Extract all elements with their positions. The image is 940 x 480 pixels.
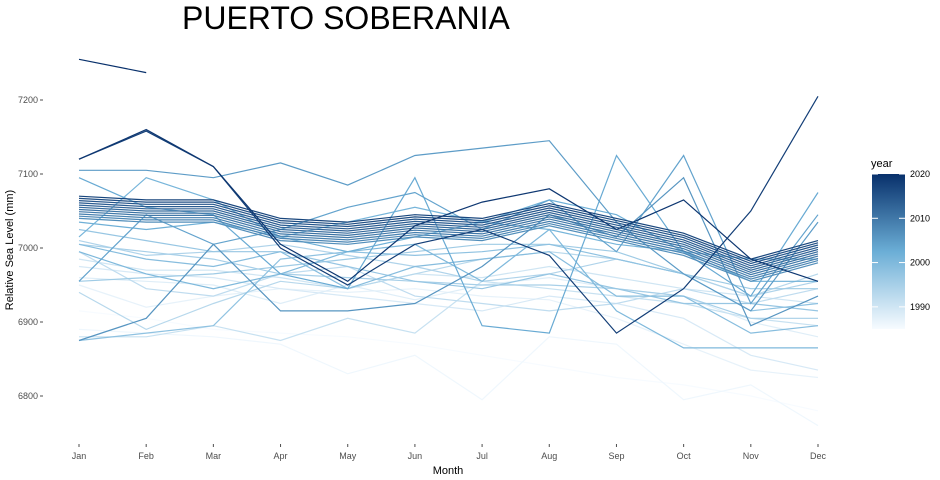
series-line-1995 bbox=[78, 243, 818, 319]
series-line-1985 bbox=[78, 310, 819, 412]
x-tick-label: Jul bbox=[476, 451, 488, 461]
series-line-2005 bbox=[79, 140, 819, 312]
series-line-2010 bbox=[78, 211, 819, 276]
y-tick-label: 6800 bbox=[18, 391, 38, 401]
series-line-2015 bbox=[78, 200, 819, 265]
x-tick-label: Aug bbox=[541, 451, 557, 461]
series-line-2016 bbox=[78, 197, 819, 262]
y-axis: 6800 6900 7000 7100 7200 bbox=[18, 95, 43, 401]
series-line-2009 bbox=[78, 213, 819, 278]
series-line-1994 bbox=[78, 240, 819, 297]
series-line-1991 bbox=[79, 280, 819, 342]
x-tick-label: Dec bbox=[810, 451, 827, 461]
legend-tick-label: 2000 bbox=[910, 258, 930, 268]
y-tick-label: 7000 bbox=[18, 243, 38, 253]
series-line-2000 bbox=[78, 228, 818, 349]
x-tick-label: Sep bbox=[608, 451, 624, 461]
x-tick-label: May bbox=[339, 451, 357, 461]
legend-ticks: 1990 2000 2010 2020 bbox=[872, 169, 930, 312]
plot-lines bbox=[78, 58, 819, 427]
y-tick-label: 7200 bbox=[18, 95, 38, 105]
series-line-2004 bbox=[78, 154, 819, 305]
x-axis: Jan Feb Mar Apr May Jun Jul Aug Sep Oct Nov Dec bbox=[72, 444, 827, 461]
series-line-2019 bbox=[78, 128, 819, 283]
y-tick-label: 6900 bbox=[18, 317, 38, 327]
x-tick-label: Apr bbox=[274, 451, 288, 461]
y-tick-label: 7100 bbox=[18, 169, 38, 179]
x-tick-label: Feb bbox=[138, 451, 154, 461]
series-line-1992 bbox=[78, 251, 819, 312]
x-tick-label: Nov bbox=[743, 451, 760, 461]
series-line-2006 bbox=[78, 176, 819, 342]
series-line-2017 bbox=[78, 195, 819, 260]
legend-tick-label: 2010 bbox=[910, 213, 930, 223]
series-line-1990 bbox=[78, 258, 819, 305]
legend-colorbar bbox=[872, 174, 905, 329]
x-tick-label: Jun bbox=[408, 451, 423, 461]
legend-tick-label: 1990 bbox=[910, 302, 930, 312]
x-tick-label: Oct bbox=[677, 451, 692, 461]
legend: year 1990 2000 2010 2020 bbox=[871, 158, 930, 329]
series-line-2011 bbox=[78, 208, 819, 274]
x-tick-label: Jan bbox=[72, 451, 87, 461]
legend-title: year bbox=[871, 158, 893, 170]
x-axis-title: Month bbox=[433, 465, 464, 477]
series-line-2013 bbox=[78, 204, 819, 269]
series-line-1986 bbox=[78, 328, 819, 427]
series-line-2007 bbox=[78, 217, 819, 282]
series-line-2020 bbox=[78, 58, 147, 74]
series-line-2014 bbox=[78, 202, 819, 267]
legend-tick-label: 2020 bbox=[910, 169, 930, 179]
x-tick-label: Mar bbox=[206, 451, 222, 461]
chart-title: PUERTO SOBERANIA bbox=[182, 0, 510, 36]
series-line-2012 bbox=[78, 206, 819, 271]
y-axis-title: Relative Sea Level (mm) bbox=[4, 190, 16, 310]
